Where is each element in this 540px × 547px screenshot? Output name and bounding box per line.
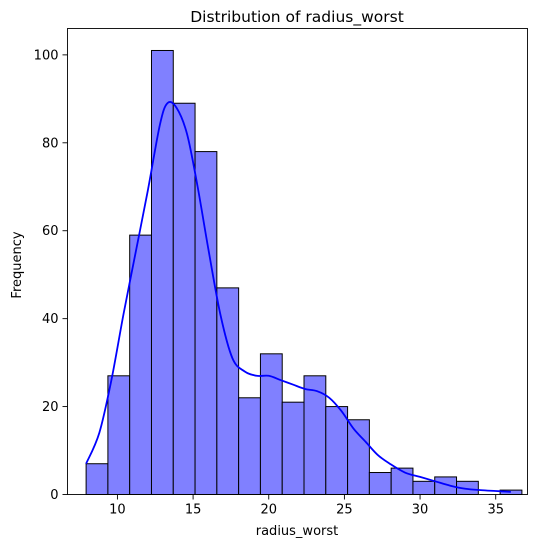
x-tick-label: 20 [260,503,277,518]
histogram-bar [216,287,240,495]
histogram-bar [129,234,152,495]
y-tick-label: 40 [42,312,59,327]
histogram-bar [368,472,392,495]
histogram-bar [238,397,261,495]
histogram-bar [347,419,370,496]
histogram-bar [85,463,109,496]
bars-group [85,49,523,496]
y-axis-label: Frequency [10,231,25,298]
x-tick-label: 15 [185,503,202,518]
x-tick-label: 30 [412,503,429,518]
histogram-bar [107,375,131,495]
histogram-bar [194,151,218,495]
histogram-bar [172,102,196,496]
y-tick-label: 0 [50,488,58,503]
y-axis-ticks: 0 20 40 60 80 100 [34,48,68,503]
kde-curve [85,101,511,493]
y-tick-label: 20 [42,400,59,415]
plot-frame [67,28,528,495]
x-tick-label: 10 [109,503,126,518]
x-axis-ticks: 10 15 20 25 30 35 [109,494,504,518]
x-axis-label: radius_worst [256,524,339,539]
y-tick-label: 100 [34,48,59,63]
x-tick-label: 25 [336,503,353,518]
histogram-bar [325,406,349,495]
y-tick-label: 80 [42,136,59,151]
histogram-bar [412,480,436,495]
chart-title: Distribution of radius_worst [190,8,404,27]
x-tick-label: 35 [487,503,504,518]
histogram-bar [281,401,305,495]
y-tick-label: 60 [42,224,59,239]
